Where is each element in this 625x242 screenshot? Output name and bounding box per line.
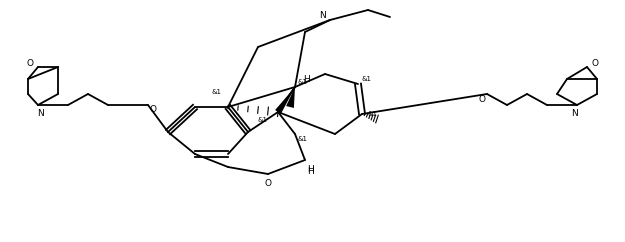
Text: O: O <box>264 180 271 189</box>
Text: H: H <box>307 166 313 174</box>
Text: &1: &1 <box>298 79 308 85</box>
Text: N: N <box>319 10 326 20</box>
Text: &1: &1 <box>367 111 377 117</box>
Text: O: O <box>149 106 156 114</box>
Text: N: N <box>572 108 578 118</box>
Text: N: N <box>37 108 43 118</box>
Text: &1: &1 <box>361 76 371 82</box>
Text: O: O <box>591 60 599 68</box>
Text: &1: &1 <box>298 136 308 142</box>
Text: O: O <box>479 94 486 104</box>
Text: &1: &1 <box>211 89 221 95</box>
Text: H: H <box>304 75 311 83</box>
Text: O: O <box>26 60 34 68</box>
Polygon shape <box>286 87 295 108</box>
Polygon shape <box>275 87 295 114</box>
Text: &1: &1 <box>258 117 268 123</box>
Text: H: H <box>307 167 313 176</box>
